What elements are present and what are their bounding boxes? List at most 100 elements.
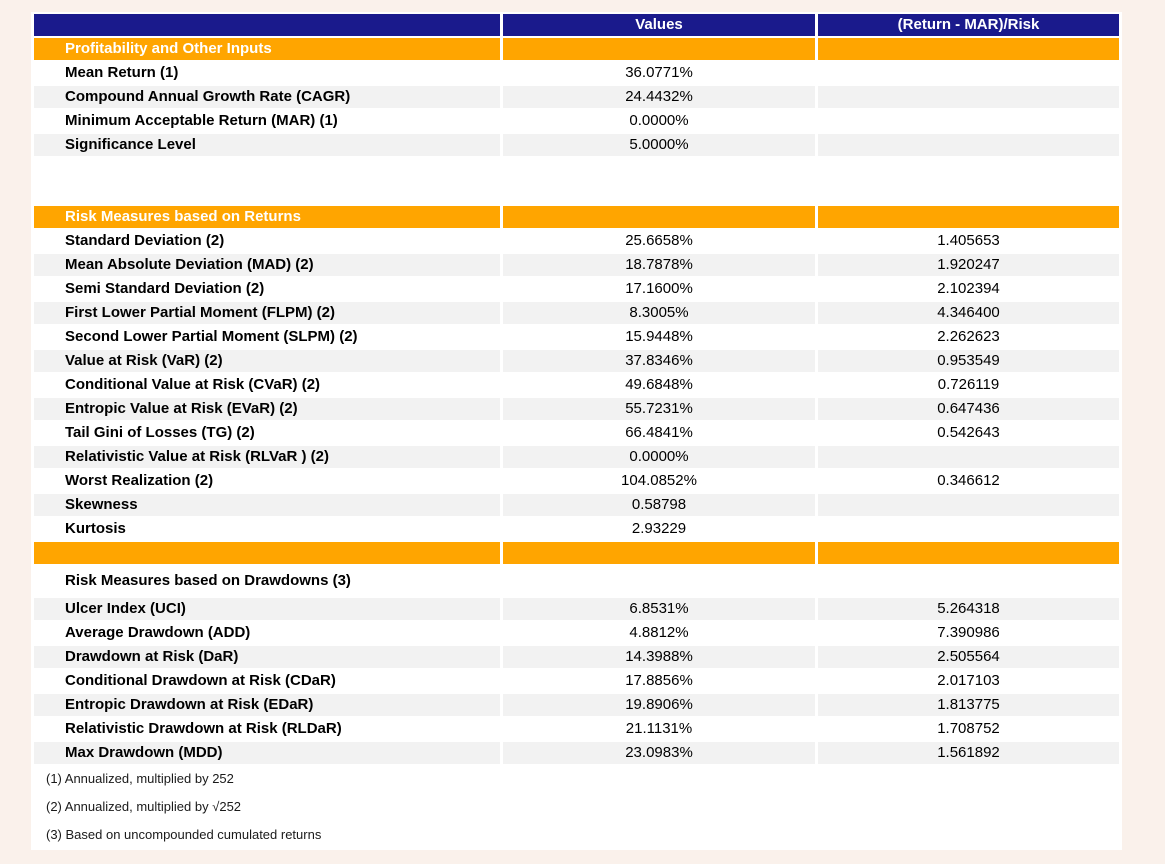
metric-label-cell: First Lower Partial Moment (FLPM) (2): [34, 302, 500, 324]
metric-ratio-cell: 0.542643: [818, 422, 1119, 444]
table-row: Ulcer Index (UCI) 6.8531% 5.264318: [34, 598, 1119, 620]
table-row: Mean Return (1) 36.0771%: [34, 62, 1119, 84]
section-header-row: Profitability and Other Inputs: [34, 38, 1119, 60]
metric-ratio-cell: [818, 494, 1119, 516]
metric-label-cell: Value at Risk (VaR) (2): [34, 350, 500, 372]
spacer-cell: [818, 566, 1119, 596]
metric-label-cell: Tail Gini of Losses (TG) (2): [34, 422, 500, 444]
metric-value-cell: 6.8531%: [503, 598, 815, 620]
metric-ratio-cell: 0.647436: [818, 398, 1119, 420]
spacer-cell: [503, 182, 815, 204]
metric-value-cell: 19.8906%: [503, 694, 815, 716]
metric-label-cell: Average Drawdown (ADD): [34, 622, 500, 644]
metric-label-cell: Entropic Drawdown at Risk (EDaR): [34, 694, 500, 716]
metric-ratio-cell: 2.017103: [818, 670, 1119, 692]
header-values-cell: Values: [503, 14, 815, 36]
metric-ratio-cell: [818, 86, 1119, 108]
section-title-cell: Profitability and Other Inputs: [34, 38, 500, 60]
metric-label-cell: Relativistic Drawdown at Risk (RLDaR): [34, 718, 500, 740]
footnote-text: (2) Annualized, multiplied by √252: [34, 794, 1119, 820]
metric-ratio-cell: [818, 446, 1119, 468]
section-title-cell: Risk Measures based on Returns: [34, 206, 500, 228]
metric-ratio-cell: 1.405653: [818, 230, 1119, 252]
metric-value-cell: 17.8856%: [503, 670, 815, 692]
metric-label-cell: Drawdown at Risk (DaR): [34, 646, 500, 668]
spacer-cell: [34, 158, 500, 180]
metric-label-cell: Kurtosis: [34, 518, 500, 540]
metric-value-cell: 0.58798: [503, 494, 815, 516]
section-header-row: [34, 542, 1119, 564]
metric-ratio-cell: [818, 518, 1119, 540]
metric-ratio-cell: 1.708752: [818, 718, 1119, 740]
table-row: Second Lower Partial Moment (SLPM) (2) 15…: [34, 326, 1119, 348]
table-row: Entropic Drawdown at Risk (EDaR) 19.8906%…: [34, 694, 1119, 716]
metric-label-cell: Max Drawdown (MDD): [34, 742, 500, 764]
metric-value-cell: 66.4841%: [503, 422, 815, 444]
risk-report-table: Values (Return - MAR)/Risk Profitability…: [31, 12, 1122, 850]
table-row: First Lower Partial Moment (FLPM) (2) 8.3…: [34, 302, 1119, 324]
metric-value-cell: 17.1600%: [503, 278, 815, 300]
metric-ratio-cell: [818, 62, 1119, 84]
metric-value-cell: 15.9448%: [503, 326, 815, 348]
metric-ratio-cell: 1.561892: [818, 742, 1119, 764]
metric-value-cell: 36.0771%: [503, 62, 815, 84]
metric-value-cell: 5.0000%: [503, 134, 815, 156]
metric-ratio-cell: 1.920247: [818, 254, 1119, 276]
metric-value-cell: 49.6848%: [503, 374, 815, 396]
blank-row: [34, 158, 1119, 180]
metric-value-cell: 4.8812%: [503, 622, 815, 644]
table-row: Compound Annual Growth Rate (CAGR) 24.443…: [34, 86, 1119, 108]
metric-label-cell: Second Lower Partial Moment (SLPM) (2): [34, 326, 500, 348]
metric-label-cell: Worst Realization (2): [34, 470, 500, 492]
table-row: Tail Gini of Losses (TG) (2) 66.4841% 0.54…: [34, 422, 1119, 444]
metric-value-cell: 24.4432%: [503, 86, 815, 108]
metric-value-cell: 55.7231%: [503, 398, 815, 420]
metric-ratio-cell: 0.346612: [818, 470, 1119, 492]
table-row: Significance Level 5.0000%: [34, 134, 1119, 156]
section-spacer-cell: [818, 38, 1119, 60]
table-header-row: Values (Return - MAR)/Risk: [34, 14, 1119, 36]
header-ratio-cell: (Return - MAR)/Risk: [818, 14, 1119, 36]
footnote-row: (2) Annualized, multiplied by √252: [34, 794, 1119, 820]
section-spacer-cell: [503, 206, 815, 228]
table-row: Max Drawdown (MDD) 23.0983% 1.561892: [34, 742, 1119, 764]
metric-label-cell: Relativistic Value at Risk (RLVaR ) (2): [34, 446, 500, 468]
spacer-cell: [818, 182, 1119, 204]
metric-label-cell: Compound Annual Growth Rate (CAGR): [34, 86, 500, 108]
table-row: Kurtosis 2.93229: [34, 518, 1119, 540]
metric-value-cell: 0.0000%: [503, 446, 815, 468]
metric-ratio-cell: 7.390986: [818, 622, 1119, 644]
blank-row: [34, 182, 1119, 204]
metric-label-cell: Skewness: [34, 494, 500, 516]
table-row: Semi Standard Deviation (2) 17.1600% 2.102…: [34, 278, 1119, 300]
subsection-title-cell: Risk Measures based on Drawdowns (3): [34, 566, 500, 596]
metric-label-cell: Ulcer Index (UCI): [34, 598, 500, 620]
metric-ratio-cell: 1.813775: [818, 694, 1119, 716]
spacer-cell: [34, 182, 500, 204]
section-spacer-cell: [503, 38, 815, 60]
spacer-cell: [818, 158, 1119, 180]
metric-value-cell: 25.6658%: [503, 230, 815, 252]
metric-ratio-cell: 0.953549: [818, 350, 1119, 372]
section-title-cell: [34, 542, 500, 564]
metric-value-cell: 18.7878%: [503, 254, 815, 276]
table-row: Entropic Value at Risk (EVaR) (2) 55.7231…: [34, 398, 1119, 420]
metric-label-cell: Conditional Drawdown at Risk (CDaR): [34, 670, 500, 692]
table-body: Values (Return - MAR)/Risk Profitability…: [34, 14, 1119, 848]
table-row: Mean Absolute Deviation (MAD) (2) 18.7878…: [34, 254, 1119, 276]
table-row: Standard Deviation (2) 25.6658% 1.405653: [34, 230, 1119, 252]
section-spacer-cell: [818, 206, 1119, 228]
metric-value-cell: 2.93229: [503, 518, 815, 540]
subsection-header-row: Risk Measures based on Drawdowns (3): [34, 566, 1119, 596]
metric-label-cell: Mean Absolute Deviation (MAD) (2): [34, 254, 500, 276]
section-header-row: Risk Measures based on Returns: [34, 206, 1119, 228]
metric-ratio-cell: 2.505564: [818, 646, 1119, 668]
table-row: Minimum Acceptable Return (MAR) (1) 0.000…: [34, 110, 1119, 132]
metric-ratio-cell: 2.262623: [818, 326, 1119, 348]
metric-value-cell: 23.0983%: [503, 742, 815, 764]
table-row: Average Drawdown (ADD) 4.8812% 7.390986: [34, 622, 1119, 644]
table-row: Skewness 0.58798: [34, 494, 1119, 516]
metric-label-cell: Entropic Value at Risk (EVaR) (2): [34, 398, 500, 420]
table-row: Conditional Value at Risk (CVaR) (2) 49.6…: [34, 374, 1119, 396]
